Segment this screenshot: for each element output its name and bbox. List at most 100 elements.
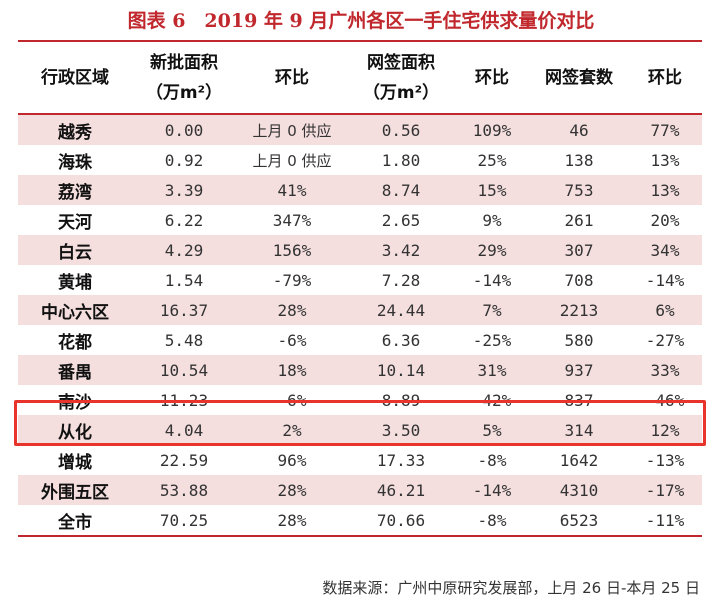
cell-new-area: 5.48 (164, 330, 204, 350)
cell-district: 外围五区 (18, 475, 132, 505)
cell-new-area: 22.59 (159, 450, 209, 470)
cell-new-change: 41% (236, 175, 348, 205)
cell-signed-area: 10.14 (348, 355, 454, 385)
cell-district: 海珠 (58, 152, 92, 173)
cell-new-area: 0.00 (132, 114, 236, 145)
header-signed-units-change: 环比 (628, 43, 702, 115)
header-new-area-line1: 新批面积 (150, 53, 218, 73)
table-row: 从化 4.04 2% 3.50 5% 314 12% (18, 415, 702, 445)
table-row: 番禺 10.54 18% 10.14 31% 937 33% (18, 355, 702, 385)
cell-district: 白云 (18, 235, 132, 265)
cell-signed-area: 3.50 (348, 415, 454, 445)
cell-district: 黄埔 (58, 272, 92, 293)
cell-new-area: 4.04 (132, 415, 236, 445)
cell-units-change: 13% (650, 150, 680, 170)
cell-units: 1642 (559, 450, 599, 470)
header-new-area: 新批面积 （万m²） (132, 43, 236, 115)
cell-signed-area: 6.36 (381, 330, 421, 350)
cell-units: 708 (564, 270, 594, 290)
cell-signed-area: 3.42 (348, 235, 454, 265)
cell-district: 南沙 (58, 392, 92, 413)
header-new-area-change: 环比 (236, 43, 348, 115)
table-row: 越秀 0.00 上月 0 供应 0.56 109% 46 77% (18, 114, 702, 145)
header-signed-units: 网签套数 (530, 43, 628, 115)
cell-units: 46 (530, 114, 628, 145)
table-row: 黄埔 1.54 -79% 7.28 -14% 708 -14% (18, 265, 702, 295)
cell-units: 261 (564, 210, 594, 230)
cell-district: 全市 (18, 505, 132, 537)
cell-new-area: 6.22 (164, 210, 204, 230)
table-row: 荔湾 3.39 41% 8.74 15% 753 13% (18, 175, 702, 205)
header-row: 行政区域 新批面积 （万m²） 环比 网签面积 （万m²） 环比 网签套数 环比 (18, 43, 702, 115)
cell-new-area: 4.29 (132, 235, 236, 265)
cell-signed-change: -14% (454, 475, 530, 505)
cell-new-change: 28% (236, 475, 348, 505)
cell-signed-area: 7.28 (381, 270, 421, 290)
cell-new-change: -6% (277, 390, 307, 410)
cell-new-area: 3.39 (132, 175, 236, 205)
cell-signed-area: 17.33 (376, 450, 426, 470)
cell-new-change: 2% (236, 415, 348, 445)
cell-units-change: -46% (645, 390, 685, 410)
table-row: 花都 5.48 -6% 6.36 -25% 580 -27% (18, 325, 702, 355)
cell-district: 花都 (58, 332, 92, 353)
cell-signed-change: 15% (454, 175, 530, 205)
cell-new-area: 1.54 (164, 270, 204, 290)
cell-new-change: 上月 0 供应 (252, 151, 332, 170)
header-district: 行政区域 (18, 43, 132, 115)
cell-signed-change: -8% (454, 505, 530, 537)
cell-signed-change: 31% (454, 355, 530, 385)
header-signed-area: 网签面积 （万m²） (348, 43, 454, 115)
cell-signed-change: 109% (454, 114, 530, 145)
cell-units-change: -27% (645, 330, 685, 350)
header-signed-area-line2: （万m²） (362, 83, 440, 103)
cell-signed-change: 7% (454, 295, 530, 325)
cell-signed-area: 0.56 (348, 114, 454, 145)
cell-signed-area: 24.44 (348, 295, 454, 325)
cell-units-change: -13% (645, 450, 685, 470)
cell-units: 138 (564, 150, 594, 170)
table-title: 图表 6 2019 年 9 月广州各区一手住宅供求量价对比 (127, 10, 595, 32)
cell-district: 增城 (58, 452, 92, 473)
cell-new-change: 28% (236, 295, 348, 325)
table-row: 白云 4.29 156% 3.42 29% 307 34% (18, 235, 702, 265)
cell-units-change: 33% (628, 355, 702, 385)
cell-new-area: 53.88 (132, 475, 236, 505)
cell-new-area: 0.92 (164, 150, 204, 170)
table-row: 增城 22.59 96% 17.33 -8% 1642 -13% (18, 445, 702, 475)
source-note: 数据来源：广州中原研究发展部，上月 26 日-本月 25 日 (322, 579, 700, 597)
cell-new-area: 70.25 (132, 505, 236, 537)
cell-new-area: 16.37 (132, 295, 236, 325)
table-row-total: 全市 70.25 28% 70.66 -8% 6523 -11% (18, 505, 702, 537)
cell-signed-change: -42% (472, 390, 512, 410)
cell-units: 4310 (530, 475, 628, 505)
header-new-area-line2: （万m²） (145, 83, 223, 103)
cell-new-change: -6% (277, 330, 307, 350)
cell-new-change: 96% (277, 450, 307, 470)
cell-units: 753 (530, 175, 628, 205)
cell-new-change: 18% (236, 355, 348, 385)
cell-units: 307 (530, 235, 628, 265)
table-row: 天河 6.22 347% 2.65 9% 261 20% (18, 205, 702, 235)
supply-demand-table: 行政区域 新批面积 （万m²） 环比 网签面积 （万m²） 环比 网签套数 环比… (18, 43, 702, 537)
header-signed-area-change: 环比 (454, 43, 530, 115)
cell-units: 580 (564, 330, 594, 350)
cell-district: 从化 (18, 415, 132, 445)
cell-units-change: -17% (628, 475, 702, 505)
cell-district: 越秀 (18, 114, 132, 145)
cell-district: 番禺 (18, 355, 132, 385)
cell-new-area: 10.54 (132, 355, 236, 385)
cell-units-change: 77% (628, 114, 702, 145)
top-rule (18, 40, 702, 42)
cell-signed-change: -14% (472, 270, 512, 290)
table-row-highlighted: 南沙 11.23 -6% 8.89 -42% 837 -46% (18, 385, 702, 415)
cell-new-change: 347% (272, 210, 312, 230)
cell-units-change: -14% (645, 270, 685, 290)
cell-signed-change: 9% (482, 210, 502, 230)
cell-signed-area: 2.65 (381, 210, 421, 230)
cell-new-change: 156% (236, 235, 348, 265)
cell-new-change: 28% (236, 505, 348, 537)
table-row: 外围五区 53.88 28% 46.21 -14% 4310 -17% (18, 475, 702, 505)
cell-units: 6523 (530, 505, 628, 537)
cell-signed-change: -8% (477, 450, 507, 470)
